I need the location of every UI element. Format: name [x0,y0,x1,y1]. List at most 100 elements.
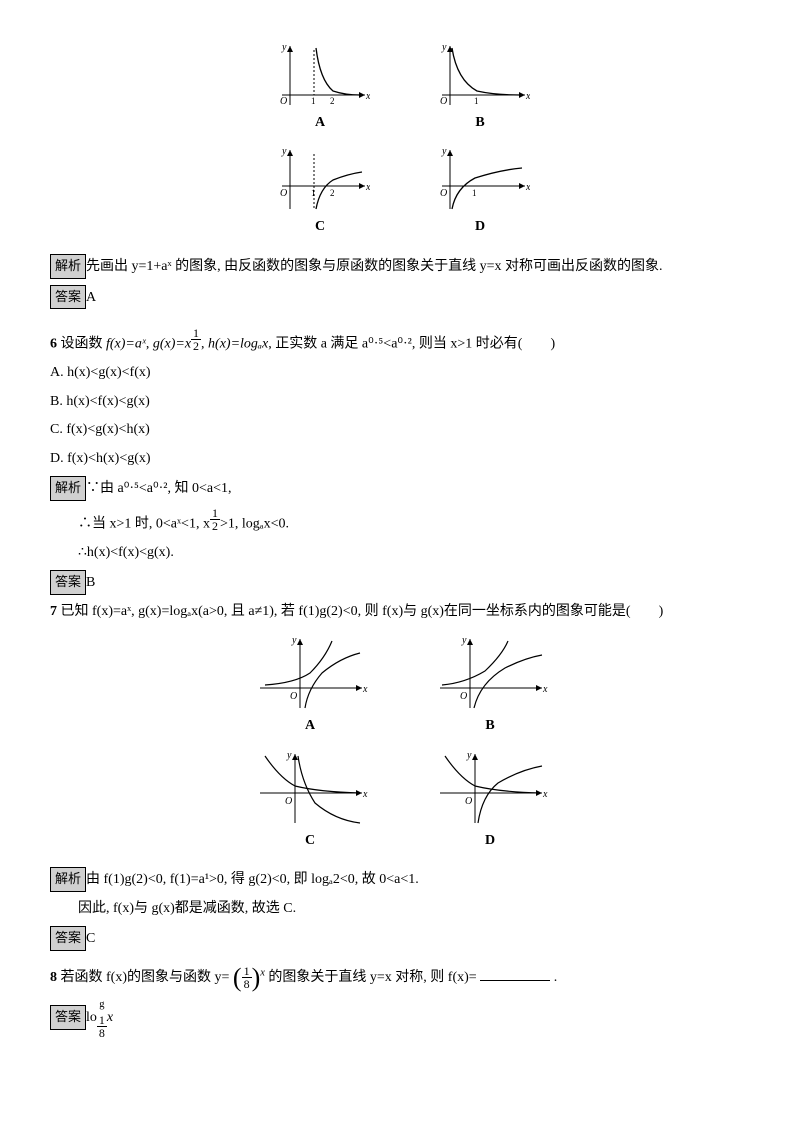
svg-text:x: x [365,91,370,102]
answer-1: 答案A [50,285,750,310]
svg-text:y: y [466,750,472,761]
q7-num: 7 [50,604,57,619]
q7-answer: 答案C [50,926,750,951]
q6-optC: C. f(x)<g(x)<h(x) [50,419,750,441]
svg-text:O: O [440,96,447,107]
q6-answer-tag: 答案 [50,570,86,595]
q6-analysis-2a: ∴当 x>1 时, 0<aˣ<1, x [78,516,210,531]
q6-stem-prefix: 设函数 [61,337,107,352]
q6-answer: 答案B [50,570,750,595]
graph-B-svg: O x y 1 [430,40,530,110]
q7-graph-A-svg: O x y [250,633,370,713]
q7-B-label: B [420,715,560,737]
q6-optB: B. h(x)<f(x)<g(x) [50,391,750,413]
q7-graph-C-svg: O x y [250,748,370,828]
q8-frac: ( 18 ) [233,965,260,991]
svg-text:x: x [542,789,548,800]
q8-answer-suffix: x [107,1010,113,1025]
svg-text:O: O [280,96,287,107]
q7-C-label: C [240,830,380,852]
q7-analysis-1: 解析由 f(1)g(2)<0, f(1)=a¹>0, 得 g(2)<0, 即 l… [50,867,750,892]
answer-tag: 答案 [50,285,86,310]
svg-text:1: 1 [311,96,316,106]
q6-analysis-1: 解析∵由 a⁰·⁵<a⁰·², 知 0<a<1, [50,476,750,501]
q6-num: 6 [50,337,57,352]
analysis-1: 解析先画出 y=1+aˣ 的图象, 由反函数的图象与原函数的图象关于直线 y=x… [50,254,750,279]
graph-C-label: C [260,216,380,238]
q6-a2-num: 1 [210,507,220,520]
svg-text:1: 1 [311,188,316,198]
q8-num: 8 [50,970,57,985]
q6-f: f(x)=aˣ [106,337,146,352]
q7-analysis-2: 因此, f(x)与 g(x)都是减函数, 故选 C. [50,898,750,920]
q7-answer-value: C [86,931,95,946]
graph-D: O x y 1 D [420,144,540,238]
q6-optD: D. f(x)<h(x)<g(x) [50,448,750,470]
graph-C: O x y 1 2 C [260,144,380,238]
q7-graph-B-svg: O x y [430,633,550,713]
q6-analysis-tag: 解析 [50,476,86,501]
q6-analysis-2: ∴当 x>1 时, 0<aˣ<1, x12>1, logₐx<0. [50,507,750,536]
q7-stem: 7 已知 f(x)=aˣ, g(x)=logₐx(a>0, 且 a≠1), 若 … [50,601,750,623]
svg-text:y: y [461,635,467,646]
q6-answer-value: B [86,575,95,590]
q7-analysis-line1: 由 f(1)g(2)<0, f(1)=a¹>0, 得 g(2)<0, 即 log… [86,872,419,887]
analysis-tag: 解析 [50,254,86,279]
q8-answer-prefix: lo [86,1010,97,1025]
q7-stem-text: 已知 f(x)=aˣ, g(x)=logₐx(a>0, 且 a≠1), 若 f(… [61,604,664,619]
q7-graph-grid: O x y A O x y B O x y [240,633,560,852]
svg-text:x: x [542,684,548,695]
q7-analysis-tag: 解析 [50,867,86,892]
q6-analysis-2b: >1, logₐx<0. [220,516,289,531]
graph-B: O x y 1 B [420,40,540,134]
svg-text:O: O [285,796,292,807]
svg-text:O: O [280,188,287,199]
q8-stem-b: 的图象关于直线 y=x 对称, 则 f(x)= [268,970,476,985]
q6-h: h(x)=logₐx [208,337,268,352]
q8-stem-c: . [554,970,558,985]
svg-text:O: O [440,188,447,199]
svg-text:y: y [441,42,447,53]
q8-blank [480,967,550,981]
graph-A-label: A [260,112,380,134]
svg-text:y: y [281,146,287,157]
svg-text:y: y [286,750,292,761]
q8-sub-top: g [97,997,107,1014]
q7-graph-C: O x y C [240,748,380,852]
q8-answer: 答案log18x [50,997,750,1039]
svg-text:O: O [460,691,467,702]
q7-graph-D: O x y D [420,748,560,852]
q8-answer-tag: 答案 [50,1005,86,1030]
q6-cond: , 正实数 a 满足 a⁰·⁵<a⁰·², 则当 x>1 时必有( ) [268,337,555,352]
q7-graph-B: O x y B [420,633,560,737]
svg-text:y: y [281,42,287,53]
q8-sub-num: 1 [97,1014,107,1027]
graph-A: O x y 1 2 A [260,40,380,134]
graph-D-svg: O x y 1 [430,144,530,214]
q7-D-label: D [420,830,560,852]
q6-analysis-line1: ∵由 a⁰·⁵<a⁰·², 知 0<a<1, [86,481,231,496]
q6-a2-den: 2 [210,520,220,532]
graph-D-label: D [420,216,540,238]
svg-text:x: x [362,789,368,800]
answer-1-value: A [86,290,96,305]
top-graph-grid: O x y 1 2 A O x y 1 B O [260,40,540,239]
analysis-1-text: 先画出 y=1+aˣ 的图象, 由反函数的图象与原函数的图象关于直线 y=x 对… [86,259,662,274]
graph-B-label: B [420,112,540,134]
q6-stem: 6 设函数 f(x)=aˣ, g(x)=x12, h(x)=logₐx, 正实数… [50,327,750,356]
graph-A-svg: O x y 1 2 [270,40,370,110]
svg-text:1: 1 [472,188,477,198]
q8-sub-den: 8 [97,1027,107,1039]
q7-graph-D-svg: O x y [430,748,550,828]
q6-optA: A. h(x)<g(x)<f(x) [50,362,750,384]
q8-stem-a: 若函数 f(x)的图象与函数 y= [61,970,230,985]
svg-text:1: 1 [474,96,479,106]
svg-text:y: y [441,146,447,157]
q8-stem: 8 若函数 f(x)的图象与函数 y= ( 18 ) x 的图象关于直线 y=x… [50,965,750,991]
q7-answer-tag: 答案 [50,926,86,951]
q6-analysis-3: ∴h(x)<f(x)<g(x). [50,542,750,564]
svg-text:2: 2 [330,96,335,106]
q6-g-prefix: g(x)=x [153,337,191,352]
q7-A-label: A [240,715,380,737]
svg-text:O: O [465,796,472,807]
